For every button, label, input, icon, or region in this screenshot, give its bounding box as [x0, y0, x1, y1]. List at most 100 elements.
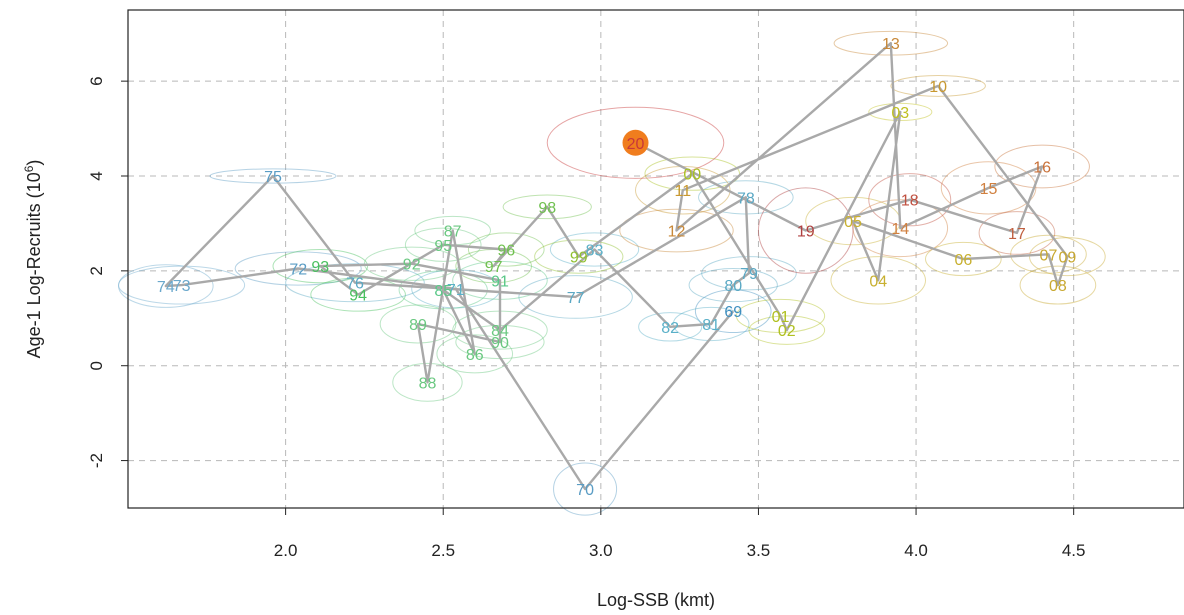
confidence-ellipse-10 — [890, 74, 986, 97]
year-label-92: 92 — [403, 257, 421, 274]
year-label-83: 83 — [586, 243, 604, 260]
confidence-ellipse-83 — [549, 232, 640, 267]
year-label-69: 69 — [724, 304, 742, 321]
year-label-74: 74 — [157, 279, 175, 296]
confidence-ellipse-04 — [830, 256, 927, 305]
year-label-88: 88 — [419, 375, 437, 392]
year-label-78: 78 — [737, 190, 755, 207]
year-label-98: 98 — [538, 200, 556, 217]
confidence-ellipse-98 — [502, 194, 592, 220]
y-tick-label: 0 — [87, 361, 106, 370]
year-label-84: 84 — [491, 323, 509, 340]
year-label-20: 20 — [627, 136, 645, 153]
confidence-ellipse-70 — [553, 462, 618, 516]
y-axis-ticks: -2 0 2 4 6 — [87, 76, 128, 468]
year-label-81: 81 — [702, 317, 720, 334]
confidence-ellipse-74 — [118, 264, 214, 308]
year-label-93: 93 — [311, 259, 329, 276]
confidence-ellipse-86 — [436, 334, 514, 374]
year-label-96: 96 — [497, 243, 515, 260]
year-label-75: 75 — [264, 169, 282, 186]
year-label-94: 94 — [349, 288, 367, 305]
plot-frame — [127, 9, 1184, 509]
confidence-ellipse-19 — [757, 187, 854, 274]
confidence-ellipses — [118, 30, 1106, 516]
year-label-00: 00 — [683, 167, 701, 184]
confidence-ellipse-09 — [1029, 237, 1106, 277]
year-label-11: 11 — [674, 183, 691, 200]
year-label-18: 18 — [901, 193, 919, 210]
trajectory-line — [164, 42, 1069, 491]
year-label-73: 73 — [173, 278, 191, 295]
x-axis-ticks: 2.0 2.5 3.0 3.5 4.0 4.5 — [274, 508, 1086, 560]
x-tick-label: 4.0 — [904, 541, 928, 560]
confidence-ellipse-20 — [546, 106, 725, 179]
x-tick-label: 2.5 — [431, 541, 455, 560]
confidence-ellipse-80 — [688, 267, 778, 303]
year-label-06: 06 — [954, 252, 972, 269]
year-label-07: 07 — [1040, 247, 1058, 264]
confidence-ellipse-94 — [310, 277, 406, 312]
confidence-ellipse-16 — [994, 144, 1090, 189]
grid-lines — [128, 10, 1184, 508]
year-label-80: 80 — [724, 278, 742, 295]
year-label-09: 09 — [1058, 250, 1076, 267]
year-label-15: 15 — [980, 181, 998, 198]
confidence-ellipse-96 — [467, 232, 545, 267]
year-label-90: 90 — [491, 335, 509, 352]
confidence-ellipse-89 — [379, 304, 457, 344]
year-label-77: 77 — [567, 290, 585, 307]
confidence-ellipse-08 — [1019, 265, 1097, 305]
x-tick-label: 4.5 — [1062, 541, 1086, 560]
confidence-ellipse-02 — [748, 315, 826, 345]
year-label-95: 95 — [434, 238, 452, 255]
year-label-87: 87 — [444, 224, 462, 241]
confidence-ellipse-14 — [852, 199, 949, 258]
confidence-ellipse-99 — [534, 239, 624, 274]
confidence-ellipse-72 — [234, 251, 362, 286]
year-label-19: 19 — [797, 224, 815, 241]
year-label-10: 10 — [929, 79, 947, 96]
year-label-03: 03 — [891, 105, 909, 122]
year-label-72: 72 — [289, 261, 307, 278]
year-label-76: 76 — [346, 276, 364, 293]
x-tick-label: 2.0 — [274, 541, 298, 560]
confidence-ellipse-01 — [735, 298, 826, 334]
year-label-02: 02 — [778, 323, 796, 340]
confidence-ellipse-88 — [392, 362, 463, 402]
highlight-marker — [622, 129, 649, 156]
year-label-16: 16 — [1033, 160, 1051, 177]
y-tick-label: -2 — [87, 453, 106, 468]
year-label-12: 12 — [668, 224, 686, 241]
year-label-89: 89 — [409, 317, 427, 334]
year-label-97: 97 — [485, 259, 503, 276]
confidence-ellipse-18 — [868, 173, 952, 227]
confidence-ellipse-07 — [1010, 234, 1087, 274]
year-label-70: 70 — [576, 482, 594, 499]
year-label-08: 08 — [1049, 278, 1067, 295]
confidence-ellipse-06 — [925, 241, 1002, 277]
confidence-ellipse-85 — [398, 270, 488, 310]
highlight-dot — [622, 129, 649, 156]
confidence-ellipse-82 — [638, 312, 703, 342]
year-label-79: 79 — [740, 266, 758, 283]
confidence-ellipse-81 — [672, 306, 750, 342]
confidence-ellipse-15 — [940, 161, 1037, 215]
confidence-ellipse-73 — [118, 265, 246, 305]
x-tick-label: 3.0 — [589, 541, 613, 560]
year-label-85: 85 — [434, 283, 452, 300]
x-tick-label: 3.5 — [747, 541, 771, 560]
trajectory-lines — [164, 42, 1069, 491]
y-tick-label: 2 — [87, 266, 106, 275]
y-tick-label: 6 — [87, 76, 106, 85]
confidence-ellipse-77 — [518, 275, 633, 319]
confidence-ellipse-75 — [209, 168, 337, 184]
x-axis-title: Log-SSB (kmt) — [597, 590, 715, 610]
confidence-ellipse-95 — [404, 227, 482, 262]
y-tick-label: 4 — [87, 171, 106, 180]
y-axis-title: Age-1 Log-Recruits (106) — [22, 160, 44, 359]
year-label-71: 71 — [447, 282, 465, 299]
year-label-14: 14 — [891, 221, 909, 238]
